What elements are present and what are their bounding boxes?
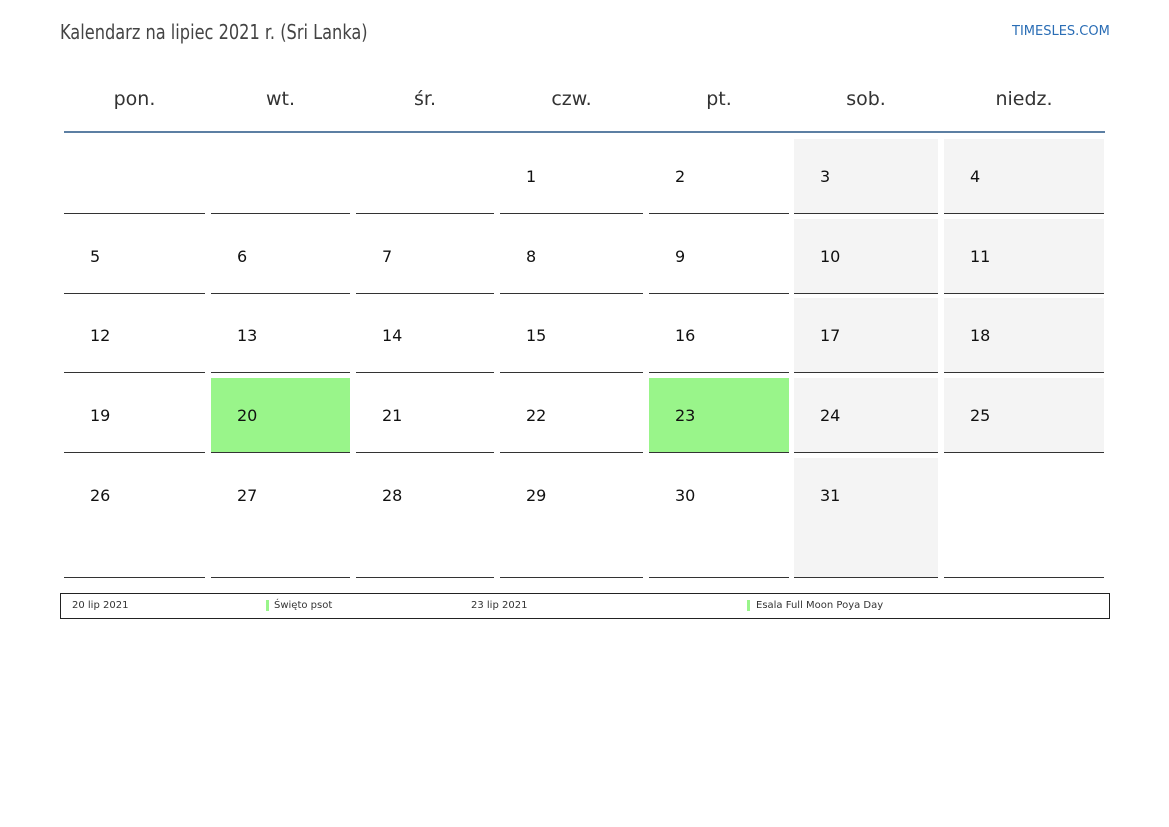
- day-number: 23: [675, 406, 696, 425]
- day-cell: [356, 139, 494, 214]
- day-number: 10: [820, 247, 841, 266]
- day-cell: 1: [500, 139, 643, 214]
- day-cell: 14: [356, 298, 494, 373]
- weekday: niedz.: [995, 88, 1053, 110]
- day-cell: 24: [794, 378, 938, 453]
- weekday: sob.: [846, 88, 886, 110]
- title: Kalendarz na lipiec 2021 r. (Sri Lanka): [60, 20, 368, 44]
- day-cell: 10: [794, 219, 938, 294]
- day-cell: 7: [356, 219, 494, 294]
- day-number: 7: [382, 247, 393, 266]
- weekday: pt.: [706, 88, 732, 110]
- day-number: 5: [90, 247, 101, 266]
- day-cell: 22: [500, 378, 643, 453]
- day-number: 9: [675, 247, 686, 266]
- holiday-legend: 20 lip 2021 Święto psot 23 lip 2021 Esala F…: [60, 593, 1110, 619]
- holiday-marker: [747, 600, 750, 611]
- day-cell: [64, 139, 205, 214]
- day-number: 2: [675, 167, 686, 186]
- day-cell: 27: [211, 458, 350, 578]
- day-cell: 16: [649, 298, 789, 373]
- day-cell: [944, 458, 1104, 578]
- holiday-date: 23 lip 2021: [471, 600, 528, 611]
- day-cell: 11: [944, 219, 1104, 294]
- day-number: 6: [237, 247, 248, 266]
- day-cell: 29: [500, 458, 643, 578]
- day-cell: 15: [500, 298, 643, 373]
- day-number: 16: [675, 326, 696, 345]
- day-cell: 20: [211, 378, 350, 453]
- day-cell: 21: [356, 378, 494, 453]
- day-cell: 4: [944, 139, 1104, 214]
- weekday: wt.: [265, 88, 296, 110]
- day-cell: 18: [944, 298, 1104, 373]
- day-cell: 2: [649, 139, 789, 214]
- day-number: 19: [90, 406, 111, 425]
- weekday: czw.: [551, 88, 592, 110]
- day-cell: 8: [500, 219, 643, 294]
- holiday-name: Esala Full Moon Poya Day: [756, 600, 884, 611]
- day-number: 31: [820, 486, 841, 505]
- day-number: 20: [237, 406, 258, 425]
- day-cell: 17: [794, 298, 938, 373]
- day-number: 15: [526, 326, 547, 345]
- day-number: 25: [970, 406, 991, 425]
- day-number: 14: [382, 326, 403, 345]
- day-number: 28: [382, 486, 403, 505]
- day-number: 21: [382, 406, 403, 425]
- day-number: 1: [526, 167, 537, 186]
- day-number: 11: [970, 247, 991, 266]
- weekday: pon.: [113, 88, 156, 110]
- day-number: 26: [90, 486, 111, 505]
- day-number: 22: [526, 406, 547, 425]
- day-cell: 19: [64, 378, 205, 453]
- day-number: 13: [237, 326, 258, 345]
- day-cell: 12: [64, 298, 205, 373]
- day-number: 30: [675, 486, 696, 505]
- day-cell: 9: [649, 219, 789, 294]
- day-number: 12: [90, 326, 111, 345]
- day-cell: 26: [64, 458, 205, 578]
- day-cell: 5: [64, 219, 205, 294]
- day-number: 3: [820, 167, 831, 186]
- day-number: 27: [237, 486, 258, 505]
- day-cell: 13: [211, 298, 350, 373]
- holiday-date: 20 lip 2021: [72, 600, 129, 611]
- day-number: 17: [820, 326, 841, 345]
- day-number: 29: [526, 486, 547, 505]
- holiday-name: Święto psot: [274, 600, 333, 611]
- day-number: 18: [970, 326, 991, 345]
- day-cell: 31: [794, 458, 938, 578]
- header-rule: [64, 131, 1105, 133]
- day-cell: 23: [649, 378, 789, 453]
- holiday-marker: [266, 600, 269, 611]
- day-cell: 6: [211, 219, 350, 294]
- day-number: 8: [526, 247, 537, 266]
- weekday: śr.: [413, 88, 436, 110]
- day-cell: 28: [356, 458, 494, 578]
- site-link[interactable]: TIMESLES.COM: [1012, 24, 1110, 39]
- day-number: 4: [970, 167, 981, 186]
- day-cell: 3: [794, 139, 938, 214]
- day-number: 24: [820, 406, 841, 425]
- day-cell: 30: [649, 458, 789, 578]
- day-cell: 25: [944, 378, 1104, 453]
- day-cell: [211, 139, 350, 214]
